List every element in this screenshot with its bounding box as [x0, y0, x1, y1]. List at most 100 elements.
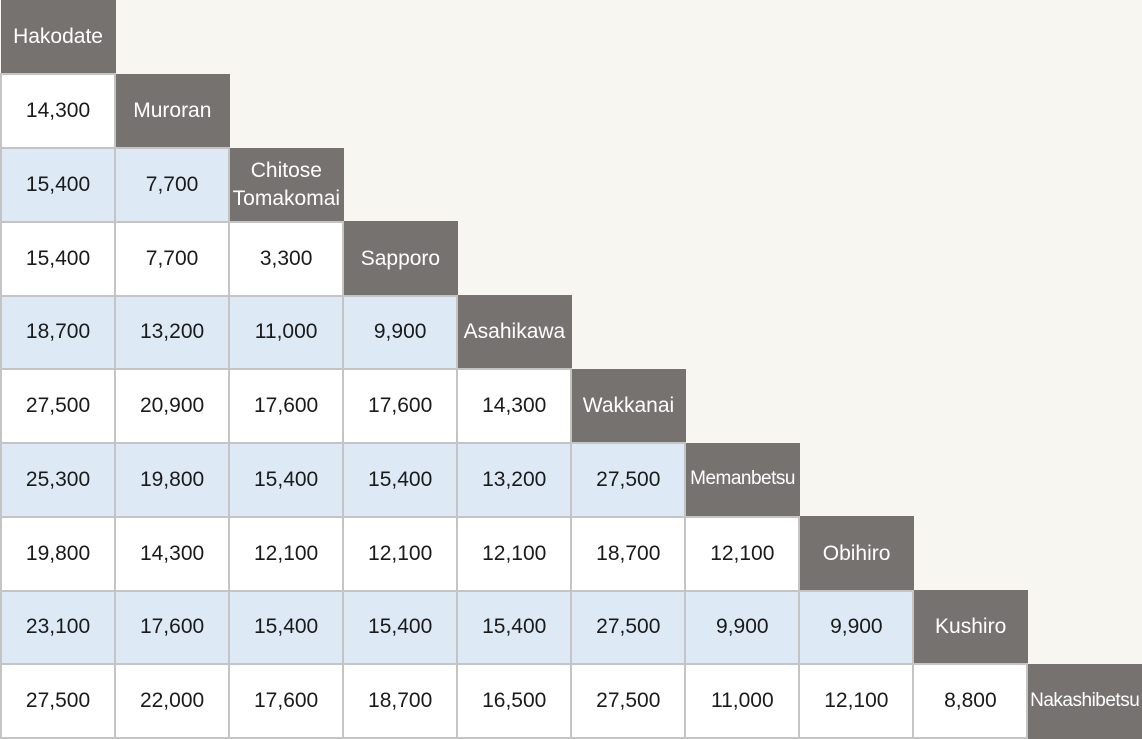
empty-cell	[685, 148, 800, 222]
station-name: Wakkanai	[582, 394, 675, 418]
fare-cell: 12,100	[228, 515, 345, 592]
fare-cell: 15,400	[228, 589, 345, 666]
station-name: Chitose	[250, 159, 322, 183]
empty-cell	[913, 0, 1028, 75]
station-name: Nakashibetsu	[1030, 689, 1140, 711]
station-name: Obihiro	[822, 541, 891, 565]
fare-cell: 13,200	[456, 442, 573, 518]
empty-cell	[799, 74, 914, 148]
fare-cell: 20,900	[114, 368, 231, 444]
empty-cell	[1027, 590, 1142, 665]
station-header: Kushiro	[912, 590, 1028, 665]
empty-cell	[799, 295, 914, 370]
fare-cell: 3,300	[228, 220, 345, 297]
matrix-row: 14,300 Muroran	[0, 73, 1142, 149]
empty-cell	[571, 74, 686, 148]
fare-cell: 17,600	[342, 368, 459, 444]
fare-cell: 19,800	[0, 515, 117, 592]
empty-cell	[913, 221, 1028, 296]
station-name: Asahikawa	[463, 320, 566, 344]
empty-cell	[343, 148, 458, 222]
empty-cell	[457, 148, 572, 222]
empty-cell	[457, 0, 572, 75]
matrix-row: 15,400 7,700 Chitose Tomakomai	[0, 147, 1142, 223]
fare-cell: 17,600	[228, 663, 345, 739]
empty-cell	[1027, 221, 1142, 296]
fare-cell: 27,500	[0, 368, 117, 444]
matrix-row: 25,300 19,800 15,400 15,400 13,200 27,500 Mema…	[0, 442, 1142, 518]
empty-cell	[685, 221, 800, 296]
empty-cell	[343, 0, 458, 75]
fare-cell: 15,400	[342, 589, 459, 666]
station-name: Hakodate	[13, 25, 103, 49]
matrix-row: 27,500 20,900 17,600 17,600 14,300 Wakkanai	[0, 368, 1142, 444]
fare-cell: 17,600	[228, 368, 345, 444]
empty-cell	[913, 516, 1028, 591]
station-header: Obihiro	[798, 516, 914, 591]
fare-cell: 18,700	[570, 515, 687, 592]
fare-cell: 11,000	[684, 663, 801, 739]
empty-cell	[571, 0, 686, 75]
fare-cell: 12,100	[456, 515, 573, 592]
matrix-row: 23,100 17,600 15,400 15,400 15,400 27,500 9,90…	[0, 589, 1142, 666]
fare-cell: 9,900	[798, 589, 915, 666]
station-header: Muroran	[114, 73, 230, 149]
station-name: Kushiro	[935, 615, 1007, 639]
empty-cell	[799, 369, 914, 443]
fare-cell: 18,700	[342, 663, 459, 739]
empty-cell	[1027, 516, 1142, 591]
empty-cell	[343, 74, 458, 148]
empty-cell	[571, 295, 686, 370]
empty-cell	[913, 74, 1028, 148]
empty-cell	[115, 0, 230, 75]
fare-cell: 7,700	[114, 220, 231, 297]
fare-cell: 12,100	[798, 663, 915, 739]
empty-cell	[913, 369, 1028, 443]
empty-cell	[1027, 148, 1142, 222]
matrix-row: 18,700 13,200 11,000 9,900 Asahikawa	[0, 294, 1142, 371]
empty-cell	[1027, 295, 1142, 370]
fare-cell: 17,600	[114, 589, 231, 666]
empty-cell	[913, 295, 1028, 370]
fare-cell: 14,300	[0, 73, 117, 149]
station-name: Memanbetsu	[690, 468, 795, 490]
fare-cell: 13,200	[114, 294, 231, 371]
station-name: Muroran	[133, 99, 212, 123]
fare-cell: 15,400	[342, 442, 459, 518]
fare-cell: 12,100	[684, 515, 801, 592]
fare-cell: 27,500	[570, 442, 687, 518]
empty-cell	[1027, 74, 1142, 148]
fare-cell: 8,800	[912, 663, 1029, 739]
empty-cell	[457, 74, 572, 148]
fare-cell: 15,400	[0, 220, 117, 297]
empty-cell	[913, 443, 1028, 517]
fare-cell: 16,500	[456, 663, 573, 739]
fare-cell: 14,300	[456, 368, 573, 444]
empty-cell	[1027, 443, 1142, 517]
fare-cell: 15,400	[228, 442, 345, 518]
station-name: Tomakomai	[232, 186, 341, 210]
empty-cell	[1027, 369, 1142, 443]
empty-cell	[685, 0, 800, 75]
fare-cell: 22,000	[114, 663, 231, 739]
empty-cell	[685, 295, 800, 370]
fare-cell: 27,500	[570, 589, 687, 666]
matrix-row: 19,800 14,300 12,100 12,100 12,100 18,700 12,1…	[0, 515, 1142, 592]
empty-cell	[799, 148, 914, 222]
fare-cell: 27,500	[0, 663, 117, 739]
station-header: Hakodate	[0, 0, 116, 75]
fare-cell: 25,300	[0, 442, 117, 518]
empty-cell	[229, 0, 344, 75]
empty-cell	[571, 221, 686, 296]
fare-cell: 15,400	[456, 589, 573, 666]
station-name: Sapporo	[360, 246, 441, 270]
station-header: Asahikawa	[456, 295, 572, 370]
fare-cell: 7,700	[114, 147, 231, 223]
fare-cell: 9,900	[342, 294, 459, 371]
station-header: Chitose Tomakomai	[228, 147, 344, 223]
fare-cell: 23,100	[0, 589, 117, 666]
fare-cell: 11,000	[228, 294, 345, 371]
empty-cell	[685, 369, 800, 443]
station-header: Memanbetsu	[684, 442, 800, 518]
station-header: Wakkanai	[570, 368, 686, 444]
